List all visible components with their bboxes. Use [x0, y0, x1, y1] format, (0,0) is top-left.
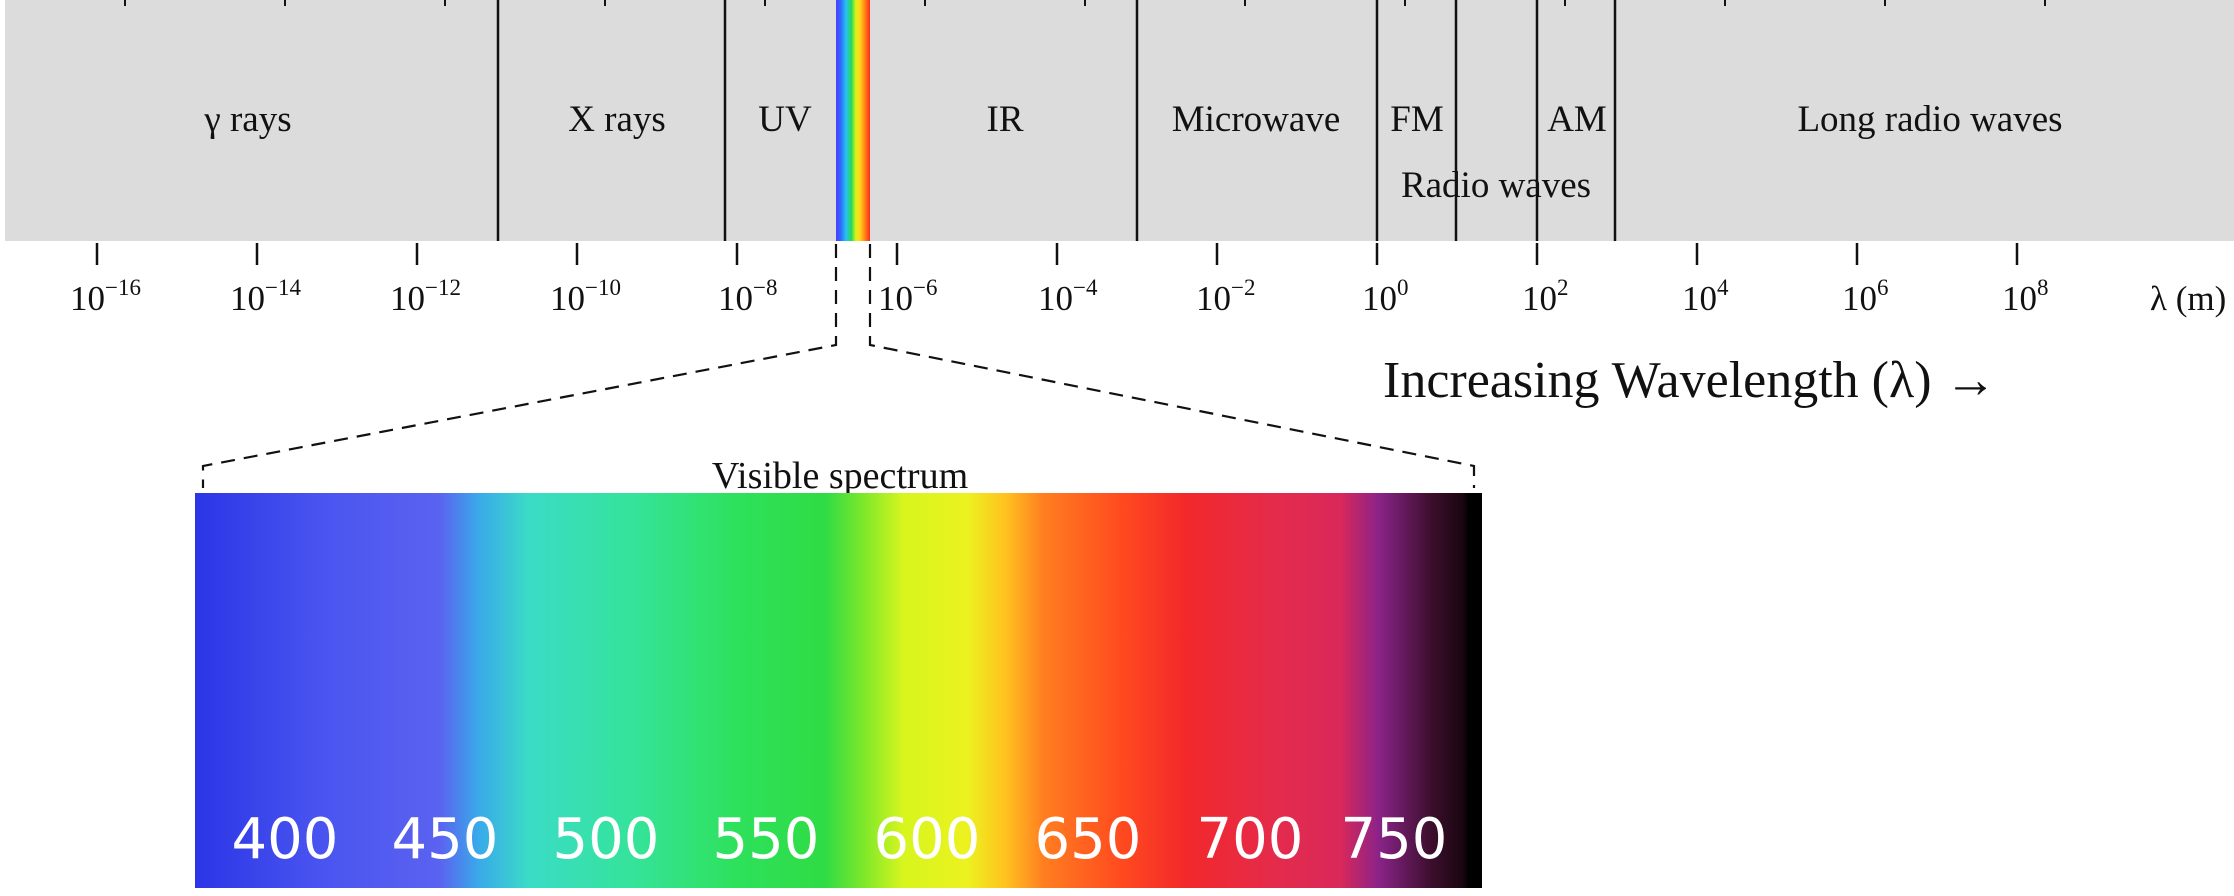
band-label-x-rays: X rays [568, 99, 666, 140]
band-label-am: AM [1547, 99, 1607, 140]
tick-label: 10−2 [1196, 275, 1255, 318]
tick-label: 10−10 [550, 275, 621, 318]
tick-label: 10−4 [1038, 275, 1098, 318]
nm-label-450: 450 [392, 807, 499, 872]
visible-wavelength-labels: 400 450 500 550 600 650 700 750 [232, 807, 1448, 872]
spectrum-band [5, 0, 2234, 241]
top-edge-ticks [124, 0, 2046, 6]
nm-label-750: 750 [1341, 807, 1448, 872]
tick-label: 108 [2002, 275, 2049, 318]
axis-unit-label: λ (m) [2150, 279, 2226, 318]
nm-label-400: 400 [232, 807, 339, 872]
tick-label: 10−14 [230, 275, 301, 318]
nm-label-500: 500 [553, 807, 660, 872]
zoom-connector-lines [201, 244, 1476, 488]
visible-strip [836, 0, 870, 241]
tick-label: 10−6 [878, 275, 937, 318]
tick-label: 106 [1842, 275, 1889, 318]
nm-label-550: 550 [713, 807, 820, 872]
band-dividers [496, 0, 1617, 241]
band-label-long-radio-waves: Long radio waves [1797, 99, 2062, 140]
axis-ticks [95, 243, 2019, 265]
tick-label: 10−8 [718, 275, 777, 318]
nm-label-700: 700 [1197, 807, 1304, 872]
band-label-uv: UV [758, 99, 812, 140]
tick-label: 100 [1362, 275, 1409, 318]
nm-label-600: 600 [874, 807, 981, 872]
increasing-wavelength-caption: Increasing Wavelength (λ) → [1383, 352, 1997, 409]
axis-tick-labels: 10−16 10−14 10−12 10−10 10−8 10−6 10−4 1… [70, 275, 2049, 318]
band-label-fm: FM [1390, 99, 1443, 140]
visible-spectrum-title: Visible spectrum [712, 455, 968, 497]
band-label-gamma-rays: γ rays [203, 99, 291, 140]
tick-label: 104 [1682, 275, 1729, 318]
tick-label: 10−12 [390, 275, 461, 318]
band-label-microwave: Microwave [1172, 99, 1341, 140]
nm-label-650: 650 [1035, 807, 1142, 872]
band-label-ir: IR [987, 99, 1024, 140]
tick-label: 10−16 [70, 275, 141, 318]
band-label-radio-waves: Radio waves [1401, 165, 1591, 206]
visible-spectrum-bar [195, 493, 1482, 888]
tick-label: 102 [1522, 275, 1569, 318]
